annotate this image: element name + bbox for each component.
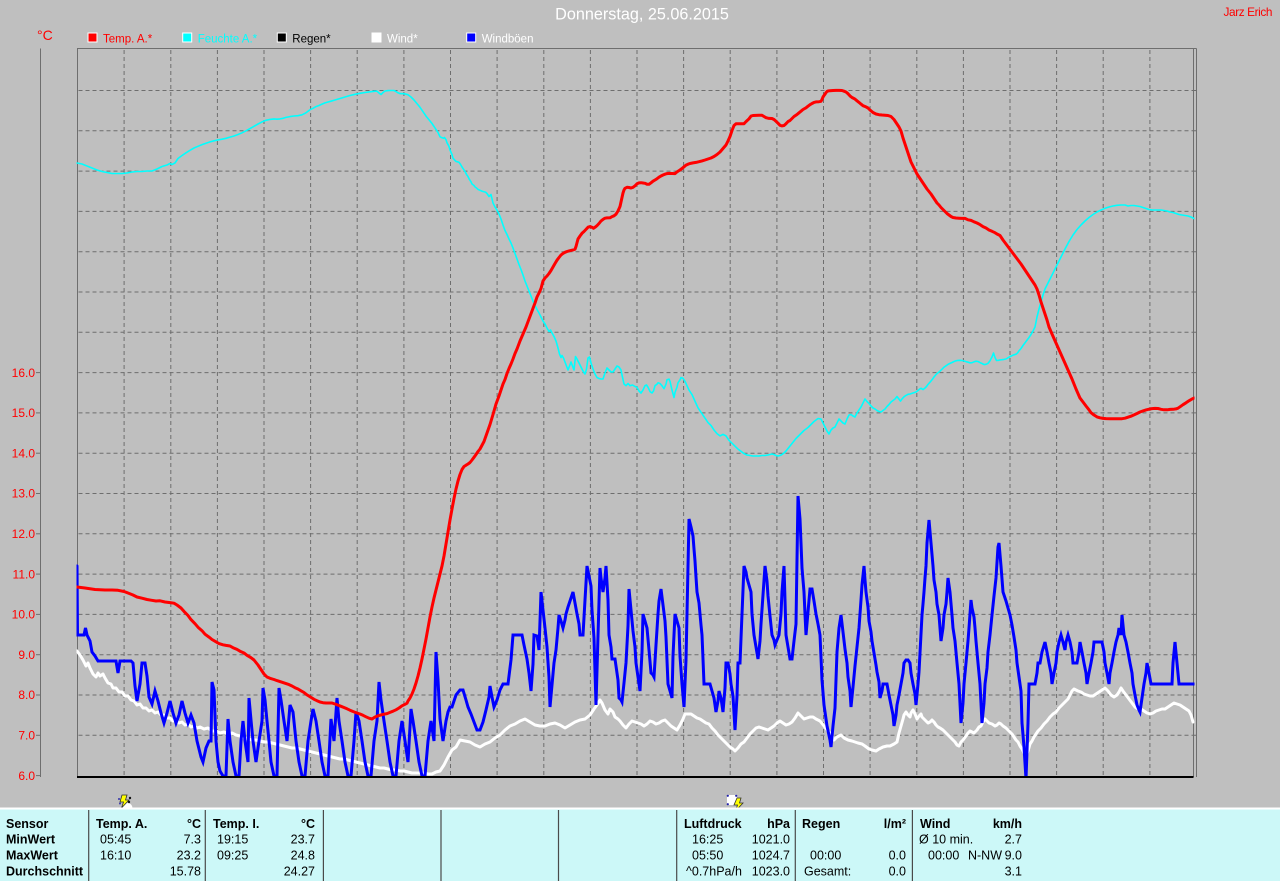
svg-text:N-NW: N-NW — [968, 849, 1002, 863]
svg-text:16:25: 16:25 — [692, 833, 723, 847]
svg-text:23.2: 23.2 — [177, 849, 201, 863]
svg-text:11.0: 11.0 — [13, 567, 36, 581]
svg-text:9.0: 9.0 — [18, 648, 35, 662]
svg-text:16.0: 16.0 — [12, 366, 36, 380]
svg-text:1023.0: 1023.0 — [752, 865, 790, 879]
svg-text:°C: °C — [187, 817, 201, 831]
svg-text:12.0: 12.0 — [12, 527, 36, 541]
svg-text:Temp. A.: Temp. A. — [96, 817, 147, 831]
svg-text:24.8: 24.8 — [291, 849, 315, 863]
svg-text:00:00: 00:00 — [810, 849, 841, 863]
svg-text:15.0: 15.0 — [12, 406, 36, 420]
svg-text:14.0: 14.0 — [12, 446, 36, 460]
svg-text:Wind: Wind — [920, 817, 950, 831]
svg-text:°C: °C — [301, 817, 315, 831]
svg-text:7.3: 7.3 — [184, 833, 201, 847]
svg-text:MinWert: MinWert — [6, 833, 56, 847]
svg-text:24.27: 24.27 — [284, 865, 315, 879]
svg-text:°C: °C — [37, 27, 53, 43]
svg-text:1024.7: 1024.7 — [752, 849, 790, 863]
svg-text:16:10: 16:10 — [100, 849, 131, 863]
svg-text:05:50: 05:50 — [692, 849, 723, 863]
svg-text:hPa: hPa — [767, 817, 791, 831]
svg-text:19:15: 19:15 — [217, 833, 248, 847]
svg-text:MaxWert: MaxWert — [6, 849, 59, 863]
svg-text:6.0: 6.0 — [18, 769, 35, 783]
svg-text:3.1: 3.1 — [1005, 865, 1022, 879]
svg-text:Donnerstag, 25.06.2015: Donnerstag, 25.06.2015 — [555, 6, 729, 24]
svg-text:10.0: 10.0 — [12, 608, 36, 622]
svg-text:7.0: 7.0 — [18, 729, 35, 743]
svg-text:Durchschnitt: Durchschnitt — [6, 865, 84, 879]
svg-text:13.0: 13.0 — [12, 487, 36, 501]
svg-text:0.0: 0.0 — [889, 865, 906, 879]
svg-text:km/h: km/h — [993, 817, 1022, 831]
svg-text:00:00: 00:00 — [928, 849, 959, 863]
svg-text:Luftdruck: Luftdruck — [684, 817, 742, 831]
svg-text:Gesamt:: Gesamt: — [804, 865, 851, 879]
svg-text:0.0: 0.0 — [889, 849, 906, 863]
svg-text:09:25: 09:25 — [217, 849, 248, 863]
svg-text:Windböen: Windböen — [482, 34, 534, 46]
svg-text:Sensor: Sensor — [6, 817, 49, 831]
svg-text:Temp. I.: Temp. I. — [213, 817, 259, 831]
svg-text:23.7: 23.7 — [291, 833, 315, 847]
svg-text:l/m²: l/m² — [884, 817, 906, 831]
svg-text:9.0: 9.0 — [1005, 849, 1022, 863]
svg-text:1021.0: 1021.0 — [752, 833, 790, 847]
svg-text:Temp. A.*: Temp. A.* — [103, 34, 153, 46]
svg-text:2.7: 2.7 — [1005, 833, 1022, 847]
svg-text:Wind*: Wind* — [387, 34, 418, 46]
svg-text:Jarz Erich: Jarz Erich — [1224, 5, 1272, 19]
svg-text:Ø 10 min.: Ø 10 min. — [919, 833, 973, 847]
svg-text:Regen*: Regen* — [292, 34, 331, 46]
svg-text:8.0: 8.0 — [18, 688, 35, 702]
svg-text:Feuchte A.*: Feuchte A.* — [198, 34, 258, 46]
svg-text:^0.7hPa/h: ^0.7hPa/h — [686, 865, 742, 879]
svg-text:Regen: Regen — [802, 817, 840, 831]
svg-text:05:45: 05:45 — [100, 833, 131, 847]
svg-text:15.78: 15.78 — [170, 865, 201, 879]
